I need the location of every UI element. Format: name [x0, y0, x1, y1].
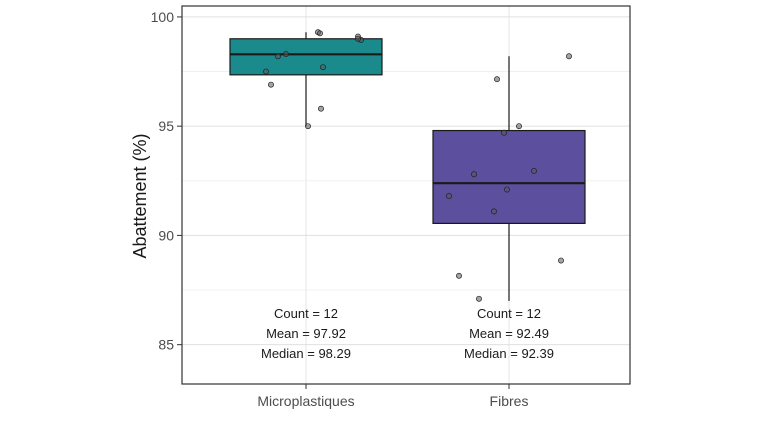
data-point — [446, 193, 452, 200]
y-tick-label: 90 — [158, 227, 174, 243]
stat-label: Mean = 97.92 — [266, 326, 346, 341]
data-point — [355, 35, 361, 42]
box-iqr — [229, 38, 383, 76]
data-point — [504, 186, 510, 193]
x-tick-label: Fibres — [490, 393, 529, 409]
data-point — [318, 105, 324, 112]
stat-label: Count = 12 — [274, 306, 338, 321]
stat-label: Median = 98.29 — [261, 346, 351, 361]
data-point — [283, 51, 289, 58]
x-axis: Microplastiques Fibres — [257, 384, 528, 409]
boxes-layer — [229, 32, 586, 301]
stats-layer: Count = 12 Mean = 97.92 Median = 98.29 Coun… — [261, 306, 554, 361]
data-point — [491, 208, 497, 215]
y-tick-label: 95 — [158, 118, 174, 134]
y-axis: 85 90 95 100 — [151, 9, 182, 353]
y-tick-label: 85 — [158, 337, 174, 353]
box-microplastiques — [229, 32, 383, 127]
data-point — [320, 64, 326, 71]
data-point — [456, 272, 462, 279]
data-point — [494, 76, 500, 83]
box-fibres — [432, 56, 586, 301]
data-point — [501, 129, 507, 136]
x-tick-label: Microplastiques — [257, 393, 354, 409]
data-point — [305, 123, 311, 130]
data-point — [558, 257, 564, 264]
data-point — [566, 53, 572, 60]
points-layer — [263, 29, 572, 302]
data-point — [516, 123, 522, 130]
data-point — [275, 53, 281, 60]
data-point — [471, 171, 477, 178]
data-point — [531, 168, 537, 174]
data-point — [263, 68, 269, 75]
data-point — [476, 295, 482, 302]
stat-label: Median = 92.39 — [464, 346, 554, 361]
y-axis-title: Abattement (%) — [130, 133, 150, 258]
data-point — [317, 30, 323, 37]
data-point — [268, 81, 274, 88]
box-iqr — [432, 129, 586, 225]
stat-label: Mean = 92.49 — [469, 326, 549, 341]
stat-label: Count = 12 — [477, 306, 541, 321]
y-tick-label: 100 — [151, 9, 175, 25]
plot-border — [181, 5, 631, 385]
